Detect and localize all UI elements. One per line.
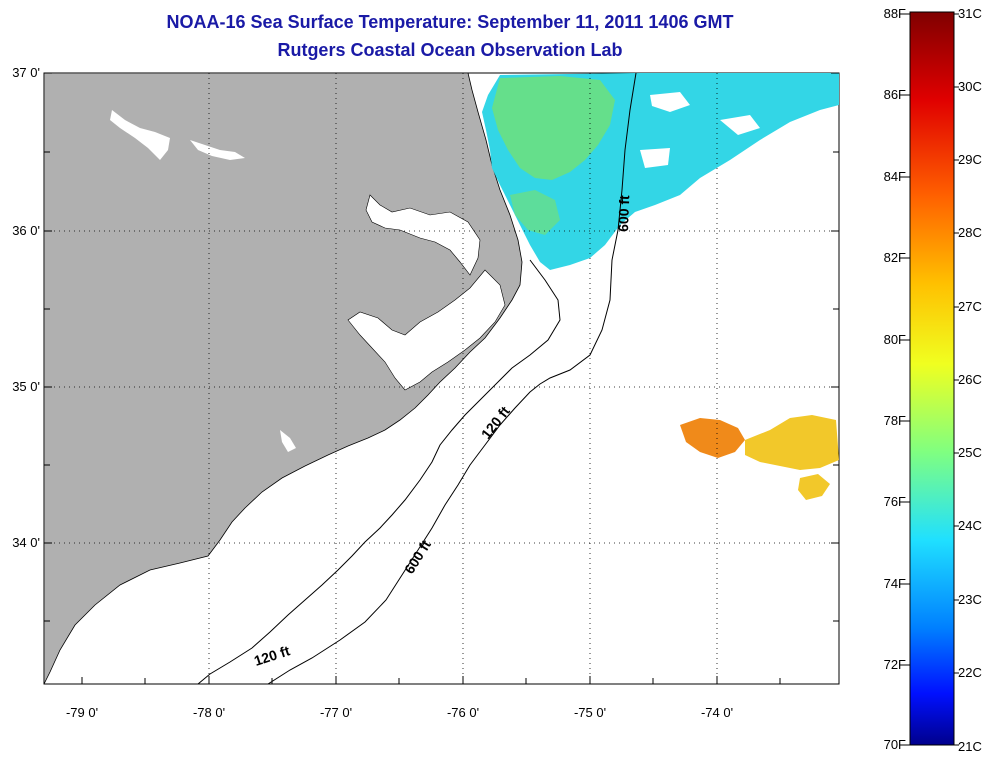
lon-label-76: -76 0' xyxy=(446,705,480,720)
contour-120ft xyxy=(197,259,561,684)
colorbar-f-label: 74F xyxy=(883,576,906,591)
colorbar-ticks xyxy=(905,13,959,746)
colorbar xyxy=(909,11,955,746)
colorbar-c-label: 31C xyxy=(958,6,982,21)
grid-lines xyxy=(44,73,839,684)
lon-label-77: -77 0' xyxy=(319,705,353,720)
colorbar-c-label: 25C xyxy=(958,445,982,460)
lon-label-74: -74 0' xyxy=(700,705,734,720)
colorbar-c-label: 29C xyxy=(958,152,982,167)
contour-600ft-north xyxy=(267,73,637,684)
sst-orange-patch xyxy=(680,418,745,458)
colorbar-f-label: 76F xyxy=(883,494,906,509)
lon-label-78: -78 0' xyxy=(192,705,226,720)
colorbar-f-label: 80F xyxy=(883,332,906,347)
lon-label-75: -75 0' xyxy=(573,705,607,720)
lon-label-79: -79 0' xyxy=(65,705,99,720)
colorbar-c-label: 28C xyxy=(958,225,982,240)
lat-label-37: 37 0' xyxy=(12,65,40,80)
map-title: NOAA-16 Sea Surface Temperature: Septemb… xyxy=(166,12,734,32)
colorbar-c-label: 23C xyxy=(958,592,982,607)
colorbar-f-label: 72F xyxy=(883,657,906,672)
albemarle-sound xyxy=(365,194,481,276)
colorbar-f-label: 88F xyxy=(883,6,906,21)
inland-lake-1 xyxy=(110,110,170,160)
lat-label-36: 36 0' xyxy=(12,223,40,238)
map-subtitle: Rutgers Coastal Ocean Observation Lab xyxy=(277,40,623,60)
colorbar-f-label: 84F xyxy=(883,169,906,184)
colorbar-c-label: 27C xyxy=(958,299,982,314)
colorbar-c-label: 24C xyxy=(958,518,982,533)
sst-yellow-patch xyxy=(745,415,839,470)
sst-green-patch xyxy=(492,76,615,180)
sst-green-patch-2 xyxy=(510,190,560,235)
inland-lake-2 xyxy=(190,140,245,160)
colorbar-f-label: 78F xyxy=(883,413,906,428)
contour-label-600ft-north: 600 ft xyxy=(615,195,632,232)
colorbar-f-label: 70F xyxy=(883,737,906,752)
colorbar-c-label: 30C xyxy=(958,79,982,94)
colorbar-c-label: 22C xyxy=(958,665,982,680)
colorbar-c-label: 26C xyxy=(958,372,982,387)
colorbar-f-label: 82F xyxy=(883,250,906,265)
lat-label-34: 34 0' xyxy=(12,535,40,550)
pamlico-sound xyxy=(347,269,506,391)
lat-label-35: 35 0' xyxy=(12,379,40,394)
colorbar-f-label: 86F xyxy=(883,87,906,102)
sst-yellow-patch-2 xyxy=(798,474,830,500)
river-inlet xyxy=(280,430,296,452)
axis-ticks xyxy=(44,72,839,684)
colorbar-c-label: 21C xyxy=(958,739,982,754)
